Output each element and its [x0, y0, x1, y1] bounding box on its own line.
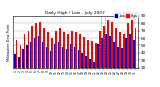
Bar — [93, 62, 95, 83]
Bar — [121, 48, 123, 83]
Bar — [119, 32, 121, 83]
Bar — [133, 39, 135, 83]
Bar — [111, 22, 113, 83]
Bar — [123, 34, 125, 83]
Bar — [131, 20, 132, 83]
Bar — [32, 26, 33, 83]
Bar — [18, 57, 20, 83]
Bar — [77, 50, 79, 83]
Bar — [87, 39, 89, 83]
Bar — [101, 38, 103, 83]
Bar — [97, 44, 99, 83]
Bar — [34, 38, 36, 83]
Bar — [125, 38, 127, 83]
Bar — [16, 39, 17, 83]
Bar — [55, 31, 57, 83]
Bar — [79, 34, 81, 83]
Bar — [115, 28, 117, 83]
Bar — [99, 31, 101, 83]
Bar — [39, 22, 41, 83]
Bar — [26, 46, 28, 83]
Bar — [83, 37, 85, 83]
Bar — [91, 41, 93, 83]
Bar — [127, 23, 128, 83]
Bar — [63, 32, 65, 83]
Bar — [75, 32, 77, 83]
Bar — [109, 36, 111, 83]
Bar — [36, 23, 37, 83]
Bar — [50, 51, 51, 83]
Bar — [43, 28, 45, 83]
Bar — [24, 34, 25, 83]
Bar — [20, 46, 21, 83]
Bar — [30, 42, 32, 83]
Bar — [22, 49, 24, 83]
Bar — [54, 44, 55, 83]
Bar — [117, 47, 119, 83]
Bar — [105, 34, 107, 83]
Bar — [62, 47, 63, 83]
Bar — [47, 32, 49, 83]
Bar — [89, 59, 91, 83]
Bar — [70, 44, 71, 83]
Bar — [67, 34, 69, 83]
Bar — [113, 42, 115, 83]
Title: Daily High / Low - July 2007: Daily High / Low - July 2007 — [45, 11, 105, 15]
Bar — [74, 47, 75, 83]
Bar — [38, 36, 39, 83]
Bar — [58, 42, 59, 83]
Bar — [129, 34, 131, 83]
Bar — [14, 54, 16, 83]
Legend: Low, High: Low, High — [114, 13, 139, 18]
Bar — [71, 31, 73, 83]
Bar — [59, 28, 61, 83]
Bar — [28, 31, 29, 83]
Bar — [95, 43, 97, 83]
Bar — [46, 47, 47, 83]
Bar — [85, 56, 87, 83]
Bar — [66, 49, 67, 83]
Bar — [42, 42, 43, 83]
Bar — [107, 20, 109, 83]
Bar — [81, 53, 83, 83]
Bar — [135, 28, 136, 83]
Bar — [103, 26, 105, 83]
Bar — [51, 38, 53, 83]
Y-axis label: Milwaukee Dew Point: Milwaukee Dew Point — [7, 23, 11, 61]
